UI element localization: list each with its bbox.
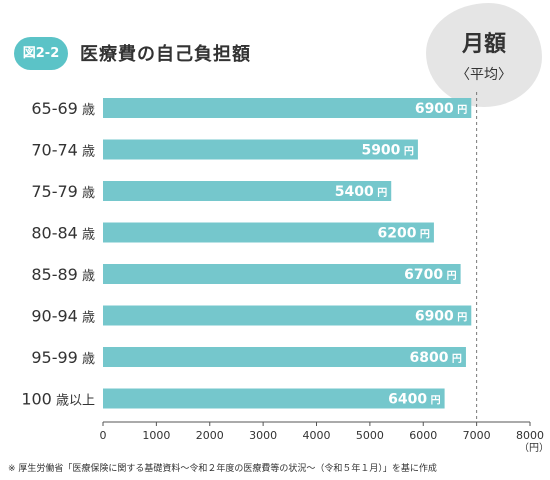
- bar: [103, 264, 461, 284]
- value-label: 6800 円: [409, 350, 461, 366]
- category-label: 85-89 歳: [31, 265, 95, 284]
- x-unit-label: （円）: [519, 442, 549, 454]
- value-label: 6900 円: [415, 101, 467, 117]
- value-label: 6900 円: [415, 309, 467, 325]
- value-label: 6200 円: [377, 226, 429, 242]
- source-footnote: ※ 厚生労働省「医療保険に関する基礎資料～令和２年度の医療費等の状況～（令和５年…: [8, 464, 437, 474]
- category-label: 80-84 歳: [31, 224, 95, 243]
- value-label: 5900 円: [361, 143, 413, 159]
- x-tick-label: 2000: [196, 429, 224, 442]
- x-tick-label: 6000: [409, 429, 437, 442]
- category-label: 95-99 歳: [31, 348, 95, 367]
- value-label: 6700 円: [404, 267, 456, 283]
- bar: [103, 98, 472, 118]
- bar: [103, 305, 472, 326]
- category-label: 100 歳以上: [21, 390, 95, 409]
- chart-title: 医療費の自己負担額: [80, 44, 251, 65]
- category-label: 75-79 歳: [31, 182, 95, 201]
- category-label: 65-69 歳: [31, 99, 95, 118]
- bar: [103, 222, 434, 243]
- category-label: 90-94 歳: [31, 307, 95, 326]
- bar: [103, 388, 445, 409]
- value-label: 5400 円: [335, 184, 387, 200]
- x-tick-label: 5000: [356, 429, 384, 442]
- category-label: 70-74 歳: [31, 141, 95, 160]
- bar: [103, 347, 466, 367]
- bar: [103, 181, 392, 201]
- x-tick-label: 1000: [142, 429, 170, 442]
- x-tick-label: 8000: [516, 429, 544, 442]
- monthly-average-blob: [426, 3, 542, 107]
- x-tick-label: 0: [100, 429, 107, 442]
- x-tick-label: 4000: [303, 429, 331, 442]
- monthly-label: 月額: [461, 32, 506, 57]
- monthly-sublabel: 〈平均〉: [456, 67, 512, 83]
- bar: [103, 139, 418, 160]
- value-label: 6400 円: [388, 392, 440, 408]
- x-tick-label: 3000: [249, 429, 277, 442]
- x-tick-label: 7000: [463, 429, 491, 442]
- figure-badge: 図2-2: [14, 37, 68, 70]
